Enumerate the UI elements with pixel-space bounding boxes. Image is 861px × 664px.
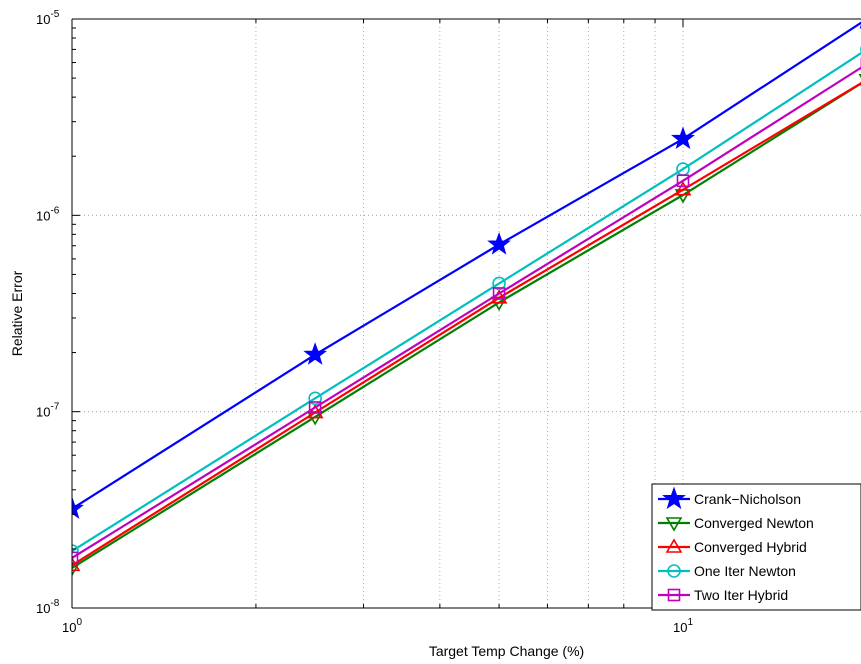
data-point (308, 391, 322, 406)
data-point (72, 556, 81, 572)
data-point (303, 342, 328, 365)
data-point (72, 551, 79, 565)
series-layer (72, 19, 861, 577)
data-point (306, 403, 324, 419)
legend-label: Crank−Nicholson (694, 491, 801, 507)
legend-marker (667, 564, 681, 578)
x-tick-label: 100 (62, 617, 82, 635)
series-4 (72, 57, 861, 565)
data-point (676, 174, 690, 188)
series-0 (72, 19, 861, 519)
y-tick-label: 10-7 (36, 402, 60, 420)
legend: Crank−Nicholson Converged Newton Converged… (651, 483, 861, 611)
y-axis-label: Relative Error (9, 270, 25, 356)
series-line (72, 66, 861, 559)
data-point (72, 562, 81, 577)
data-point (308, 401, 322, 414)
tick-labels: 100 101 10-8 10-7 10-6 10-5 (36, 9, 693, 635)
data-point (671, 126, 695, 149)
legend-label: Converged Newton (694, 515, 814, 531)
series-line (72, 51, 861, 553)
legend-marker (667, 588, 681, 602)
legend-label: Two Iter Hybrid (694, 587, 788, 603)
legend-label: Converged Hybrid (694, 539, 807, 555)
data-point (72, 496, 84, 519)
series-line (72, 82, 861, 567)
y-tick-label: 10-6 (36, 205, 60, 223)
legend-marker (665, 538, 683, 553)
y-tick-label: 10-8 (36, 598, 60, 616)
x-axis-label: Target Temp Change (%) (429, 643, 584, 659)
data-point (674, 181, 692, 196)
legend-marker (662, 486, 686, 510)
data-point (492, 276, 506, 291)
data-point (72, 544, 79, 558)
y-tick-label: 10-5 (36, 9, 60, 27)
series-3 (72, 46, 861, 558)
legend-label: One Iter Newton (694, 563, 796, 579)
data-point (492, 287, 506, 300)
series-line (72, 21, 861, 510)
x-tick-label: 101 (673, 617, 693, 635)
legend-marker (665, 517, 683, 532)
data-point (487, 232, 511, 255)
